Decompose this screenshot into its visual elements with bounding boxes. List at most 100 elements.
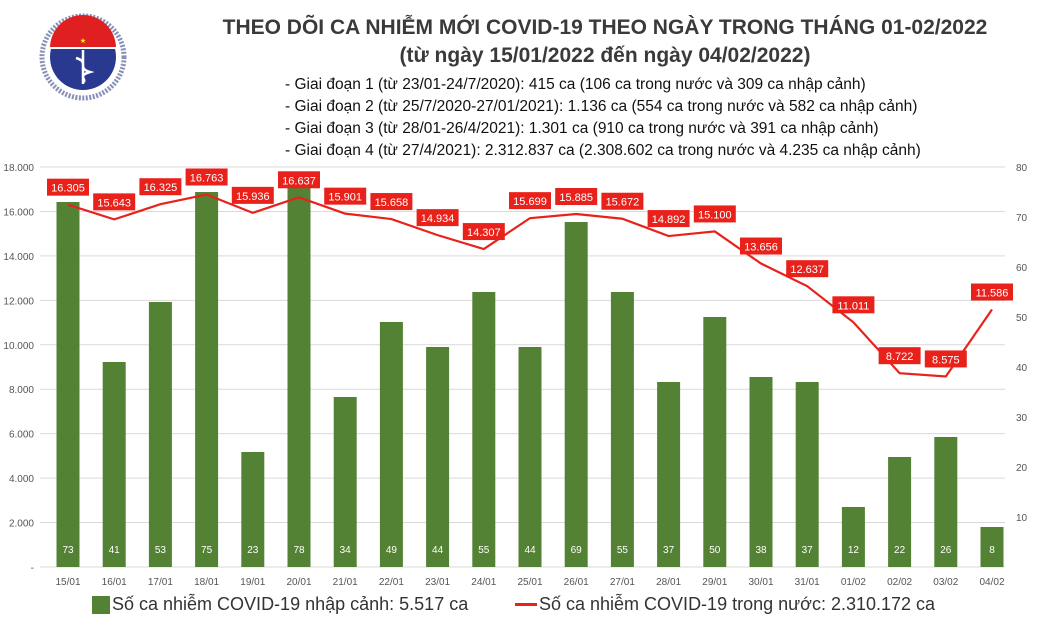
y-left-tick-label: 2.000 [9, 519, 34, 530]
line-data-label-box [971, 283, 1013, 301]
bar [379, 322, 403, 567]
y-right-tick-label: 30 [1016, 413, 1028, 424]
line-data-label: 14.934 [421, 213, 455, 225]
stage-summary: - Giai đoạn 1 (từ 23/01-24/7/2020): 415 … [285, 74, 921, 162]
x-tick-label: 23/01 [425, 577, 450, 588]
line-data-label: 15.699 [513, 196, 547, 208]
chart-title: THEO DÕI CA NHIỄM MỚI COVID-19 THEO NGÀY… [222, 16, 988, 39]
bar [148, 302, 172, 567]
bar-data-label: 34 [340, 545, 352, 556]
x-tick-label: 18/01 [194, 577, 219, 588]
line-data-label: 12.637 [790, 264, 824, 276]
line-data-label: 16.637 [282, 175, 316, 187]
line-data-label-box [231, 186, 274, 204]
line-data-label-box [693, 205, 736, 223]
x-tick-label: 21/01 [333, 577, 358, 588]
bar-data-label: 75 [201, 545, 213, 556]
bar-data-label: 55 [478, 545, 490, 556]
legend-bar-swatch [92, 595, 110, 614]
line-data-label-box [555, 188, 598, 205]
line-data-label-box [47, 178, 89, 196]
bar-data-label: 53 [155, 545, 167, 556]
y-left-tick-label: 12.000 [3, 296, 34, 307]
line-data-label-box [462, 223, 505, 241]
y-right-tick-label: 70 [1016, 213, 1028, 224]
line-data-label: 15.901 [328, 192, 362, 204]
bar-data-label: 50 [709, 545, 721, 556]
x-tick-label: 28/01 [656, 577, 681, 588]
bar-data-label: 55 [617, 545, 629, 556]
bar [564, 222, 588, 567]
line-data-label-box [832, 296, 875, 314]
y-left-tick-label: 14.000 [3, 252, 34, 263]
x-tick-label: 26/01 [564, 577, 589, 588]
bar-data-label: 44 [524, 545, 536, 556]
bar-data-label: 23 [247, 545, 259, 556]
bar [518, 347, 542, 567]
y-right-tick-label: 50 [1016, 313, 1028, 324]
line-data-label: 16.763 [190, 172, 224, 184]
bar [888, 457, 912, 567]
stage-1: - Giai đoạn 1 (từ 23/01-24/7/2020): 415 … [285, 76, 866, 93]
bar-data-label: 8 [989, 545, 995, 556]
line-data-label: 13.656 [744, 242, 778, 254]
x-tick-label: 03/02 [933, 577, 958, 588]
x-tick-label: 30/01 [748, 577, 773, 588]
bar-data-label: 37 [663, 545, 675, 556]
x-tick-label: 25/01 [517, 577, 542, 588]
bar-data-label: 49 [386, 545, 398, 556]
x-tick-label: 02/02 [887, 577, 912, 588]
line-data-label: 8.575 [932, 354, 960, 366]
legend-bar-label: Số ca nhiễm COVID-19 nhập cảnh: 5.517 ca [112, 594, 469, 614]
y-left-tick-label: 18.000 [3, 163, 34, 174]
line-data-label: 15.672 [606, 197, 640, 209]
line-data-label: 16.305 [51, 183, 85, 195]
y-right-tick-label: 60 [1016, 263, 1028, 274]
line-data-label: 14.307 [467, 227, 501, 239]
x-tick-label: 19/01 [240, 577, 265, 588]
y-right-tick-label: 20 [1016, 463, 1028, 474]
bar [472, 292, 496, 567]
bar [934, 437, 958, 567]
line-data-label-box [416, 209, 459, 227]
legend-line: Số ca nhiễm COVID-19 trong nước: 2.310.1… [515, 594, 935, 615]
line-data-label-box [185, 168, 228, 186]
line-data-label-box [924, 350, 967, 368]
y-left-tick-label: 16.000 [3, 207, 34, 218]
stage-2: - Giai đoạn 2 (từ 25/7/2020-27/01/2021):… [285, 98, 918, 115]
x-tick-label: 15/01 [55, 577, 80, 588]
line-data-label: 8.722 [886, 351, 914, 363]
y-left-tick-label: 10.000 [3, 341, 34, 352]
x-tick-label: 31/01 [795, 577, 820, 588]
bar-data-label: 38 [755, 545, 767, 556]
bar-data-label: 73 [62, 545, 74, 556]
x-tick-label: 22/01 [379, 577, 404, 588]
x-tick-label: 04/02 [979, 577, 1004, 588]
line-data-label: 15.936 [236, 191, 270, 203]
y-left-tick-label: 8.000 [9, 385, 34, 396]
y-left-tick-label: - [31, 563, 34, 574]
y-right-tick-label: 10 [1016, 513, 1028, 524]
bar-data-label: 44 [432, 545, 444, 556]
line-data-label-box [786, 260, 829, 278]
line-data-label-box [740, 237, 782, 255]
bar-data-label: 78 [293, 545, 305, 556]
chart-subtitle: (từ ngày 15/01/2022 đến ngày 04/02/2022) [399, 44, 811, 67]
bar [333, 397, 357, 567]
bar [749, 377, 773, 567]
y-left-tick-label: 4.000 [9, 474, 34, 485]
line-data-label: 16.325 [144, 182, 178, 194]
bar-data-label: 12 [848, 545, 860, 556]
bar-data-label: 37 [802, 545, 814, 556]
bar-data-label: 26 [940, 545, 952, 556]
x-tick-label: 17/01 [148, 577, 173, 588]
x-tick-label: 16/01 [102, 577, 127, 588]
bar-data-label: 69 [571, 545, 583, 556]
line-data-label-box [93, 193, 136, 211]
bar [426, 347, 450, 567]
bar-data-label: 22 [894, 545, 906, 556]
stage-4: - Giai đoạn 4 (từ 27/4/2021): 2.312.837 … [285, 142, 921, 159]
line-data-label-box [878, 347, 921, 365]
